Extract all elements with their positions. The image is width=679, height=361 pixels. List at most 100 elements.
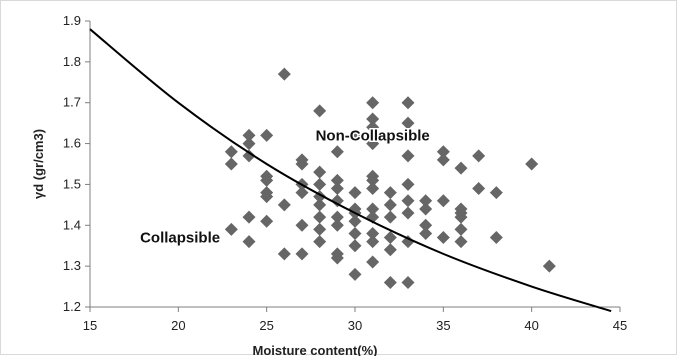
data-point-marker [366,112,380,126]
y-tick-label: 1.6 [63,136,81,151]
data-point-marker [366,137,380,151]
data-point-marker [401,194,415,208]
data-point-marker [295,247,309,261]
data-point-marker [472,182,486,196]
data-point-marker [401,275,415,289]
axes: 15 20 25 30 35 40 45 1.2 1.3 1.4 1.5 1.6 1.7 1.8 1.9 [63,13,627,333]
y-tick-label: 1.4 [63,217,81,232]
data-point-marker [383,210,397,224]
collapsible-label: Collapsible [140,230,220,247]
x-tick-label: 40 [524,318,538,333]
data-point-marker [348,214,362,228]
data-point-marker [366,173,380,187]
data-point-marker [348,128,362,142]
data-point-marker [242,210,256,224]
data-point-marker [260,173,274,187]
data-point-marker [330,182,344,196]
data-point-marker [366,255,380,269]
data-point-marker [242,128,256,142]
data-point-marker [260,214,274,228]
data-point-marker [330,218,344,232]
x-tick-label: 25 [259,318,273,333]
data-point-marker [436,194,450,208]
y-axis-title: γd (gr/cm3) [31,129,46,199]
data-point-marker [525,157,539,171]
x-tick-label: 45 [613,318,627,333]
data-point-marker [224,145,238,159]
data-point-marker [242,235,256,249]
data-point-marker [454,161,468,175]
data-point-marker [313,177,327,191]
data-point-marker [295,218,309,232]
data-point-marker [260,190,274,204]
data-point-marker [313,165,327,179]
data-point-marker [419,202,433,216]
data-point-marker [472,149,486,163]
data-point-marker [383,231,397,245]
data-point-marker [330,194,344,208]
x-axis-title: Moisture content(%) [253,343,378,356]
data-point-marker [489,231,503,245]
data-point-marker [436,145,450,159]
data-point-marker [489,186,503,200]
x-tick-label: 35 [436,318,450,333]
data-point-marker [224,157,238,171]
data-point-marker [366,96,380,110]
data-point-marker [401,116,415,130]
boundary-curve [89,28,612,313]
data-point-marker [401,96,415,110]
data-point-marker [295,157,309,171]
data-point-marker [366,235,380,249]
data-point-marker [330,210,344,224]
data-point-marker [330,145,344,159]
y-tick-label: 1.2 [63,299,81,314]
y-tick-label: 1.3 [63,258,81,273]
data-point-marker [330,173,344,187]
data-point-marker [277,67,291,81]
data-point-marker [242,149,256,163]
data-markers [224,67,556,289]
data-point-marker [242,137,256,151]
data-point-marker [436,153,450,167]
data-point-marker [313,210,327,224]
data-point-marker [260,128,274,142]
y-tick-label: 1.9 [63,13,81,28]
data-point-marker [313,235,327,249]
data-point-marker [383,198,397,212]
y-tick-label: 1.8 [63,54,81,69]
data-point-marker [383,243,397,257]
y-tick-label: 1.5 [63,176,81,191]
boundary-curve-layer [89,28,612,313]
data-point-marker [366,202,380,216]
data-point-marker [348,226,362,240]
data-point-marker [419,226,433,240]
data-point-marker [454,222,468,236]
data-point-marker [313,198,327,212]
data-point-marker [366,182,380,196]
data-point-marker [419,194,433,208]
data-point-marker [313,222,327,236]
data-point-marker [383,275,397,289]
data-point-marker [454,235,468,249]
data-point-marker [295,186,309,200]
data-point-marker [348,239,362,253]
data-point-marker [401,206,415,220]
data-point-marker [419,218,433,232]
data-point-marker [383,186,397,200]
data-point-marker [277,198,291,212]
data-point-marker [313,104,327,118]
non-collapsible-label: Non-Collapsible [316,127,430,144]
data-point-marker [401,149,415,163]
data-point-marker [330,251,344,265]
data-point-marker [436,231,450,245]
x-tick-label: 15 [83,318,97,333]
data-point-marker [224,222,238,236]
data-point-marker [277,247,291,261]
y-tick-label: 1.7 [63,95,81,110]
data-point-marker [542,259,556,273]
data-point-marker [366,120,380,134]
data-point-marker [366,226,380,240]
data-point-marker [454,210,468,224]
